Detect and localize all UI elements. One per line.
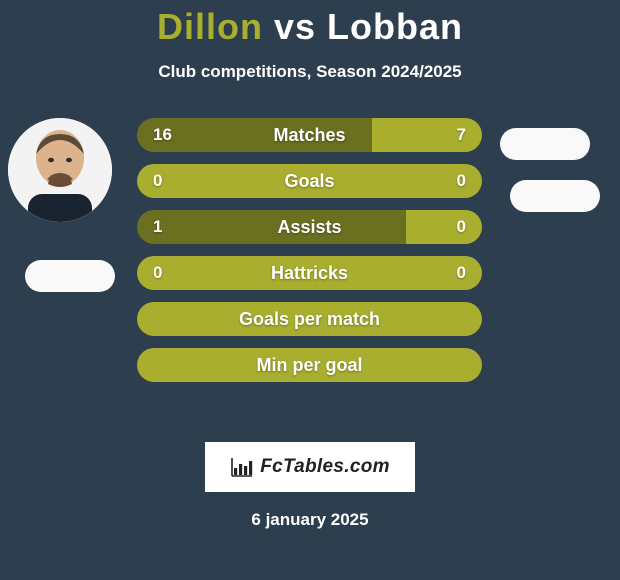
bar-chart-icon	[230, 456, 254, 478]
stat-value-right: 0	[457, 256, 466, 290]
stat-value-right: 0	[457, 164, 466, 198]
player2-club-logo-b	[510, 180, 600, 212]
player1-avatar	[8, 118, 112, 222]
stat-label: Assists	[137, 210, 482, 244]
player2-club-logo-a	[500, 128, 590, 160]
stat-value-right: 0	[457, 210, 466, 244]
date-line: 6 january 2025	[0, 510, 620, 530]
stat-bar: 1Assists0	[137, 210, 482, 244]
stat-label: Min per goal	[137, 348, 482, 382]
player1-name: Dillon	[157, 6, 263, 47]
stat-value-right: 7	[457, 118, 466, 152]
stat-bar: 0Hattricks0	[137, 256, 482, 290]
stat-label: Hattricks	[137, 256, 482, 290]
avatar-placeholder-icon	[8, 118, 112, 222]
stat-bar: 0Goals0	[137, 164, 482, 198]
brand-text: FcTables.com	[260, 456, 390, 478]
player1-club-logo	[25, 260, 115, 292]
stat-bar: Min per goal	[137, 348, 482, 382]
stat-bar: 16Matches7	[137, 118, 482, 152]
comparison-title: Dillon vs Lobban	[0, 0, 620, 48]
stat-label: Matches	[137, 118, 482, 152]
brand-badge: FcTables.com	[205, 442, 415, 492]
stat-bars: 16Matches70Goals01Assists00Hattricks0Goa…	[137, 118, 482, 394]
comparison-panel: 16Matches70Goals01Assists00Hattricks0Goa…	[0, 118, 620, 418]
player2-name: Lobban	[327, 6, 463, 47]
title-vs: vs	[274, 6, 316, 47]
stat-label: Goals	[137, 164, 482, 198]
subtitle: Club competitions, Season 2024/2025	[0, 62, 620, 82]
stat-label: Goals per match	[137, 302, 482, 336]
stat-bar: Goals per match	[137, 302, 482, 336]
